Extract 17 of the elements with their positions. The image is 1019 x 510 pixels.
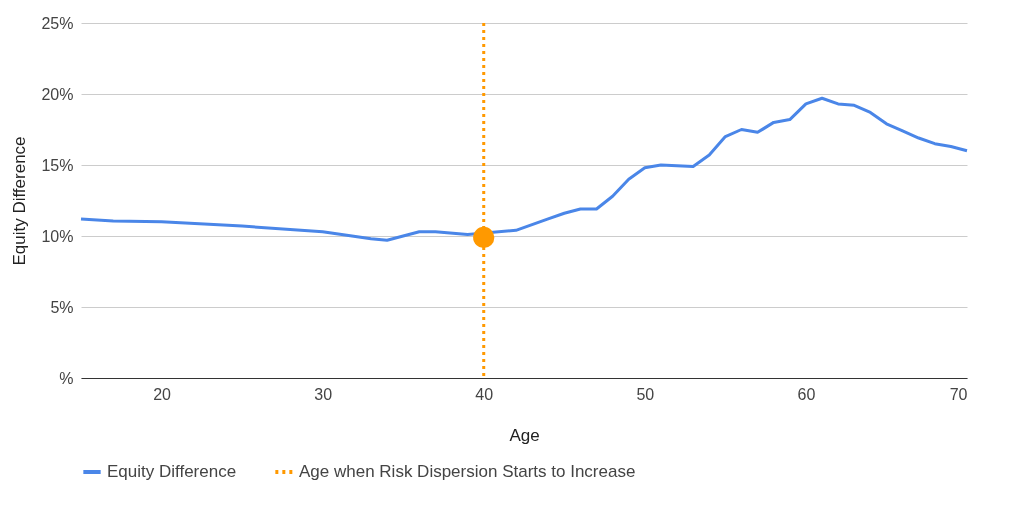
y-tick-label: % [59, 369, 74, 387]
legend-label: Age when Risk Dispersion Starts to Increase [299, 462, 636, 481]
y-tick-label: 5% [50, 298, 74, 316]
y-axis-title: Equity Difference [10, 136, 30, 266]
x-tick-label: 30 [314, 385, 333, 403]
y-tick-label: 15% [41, 156, 74, 174]
y-tick-label: 25% [41, 14, 74, 32]
y-tick-label: 20% [41, 85, 74, 103]
legend-label: Equity Difference [107, 462, 237, 481]
x-tick-label: 70 [949, 385, 968, 403]
x-tick-label: 60 [797, 385, 816, 403]
x-tick-label: 20 [153, 385, 172, 403]
x-tick-label: 50 [636, 385, 655, 403]
line-series [79, 96, 969, 242]
x-axis-title: Age [509, 425, 540, 445]
y-tick-label: 10% [41, 227, 74, 245]
x-tick-label: 40 [475, 385, 494, 403]
